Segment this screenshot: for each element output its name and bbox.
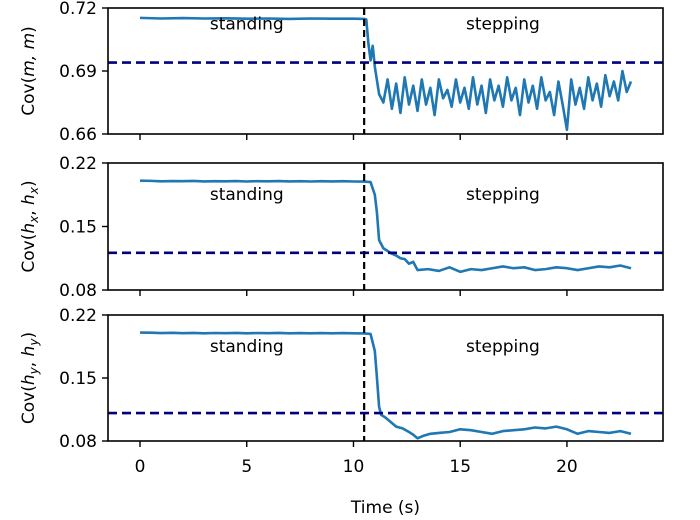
x-tick-label-5: 20 bbox=[556, 457, 578, 477]
x-tick-label-4: 15 bbox=[449, 457, 471, 477]
annotation-standing-2: standing bbox=[210, 185, 284, 205]
y-title-close: ) bbox=[19, 332, 39, 339]
annotation-stepping-3: stepping bbox=[466, 337, 540, 357]
y-axis-title-3: Cov(hy, hy) bbox=[19, 332, 41, 424]
axes-frame-1 bbox=[107, 7, 664, 135]
y-title-arg2: h bbox=[19, 194, 39, 205]
y-title-prefix: Cov( bbox=[19, 385, 39, 424]
y-tick-label-2-1: 0.08 bbox=[59, 281, 97, 301]
x-tick-label-1: 0 bbox=[135, 457, 146, 477]
x-axis-title: Time (s) bbox=[350, 498, 420, 518]
y-title-prefix: Cov( bbox=[19, 77, 39, 116]
y-tick-label-3-3: 0.22 bbox=[59, 306, 97, 326]
y-title-close: ) bbox=[19, 180, 39, 187]
annotation-stepping-1: stepping bbox=[466, 15, 540, 35]
series-line-2-1 bbox=[139, 179, 632, 274]
y-title-sep: , bbox=[19, 205, 39, 216]
panel-3: standing stepping 0.08 0.15 0.22 0 5 10 15 20 Cov(… bbox=[19, 306, 664, 477]
y-axis-title-2: Cov(hx, hx) bbox=[19, 180, 41, 272]
annotation-stepping-2: stepping bbox=[466, 185, 540, 205]
annotation-standing-3: standing bbox=[210, 337, 284, 357]
y-title-arg: h bbox=[19, 223, 39, 234]
series-line-3-1 bbox=[139, 331, 632, 440]
y-title-prefix: Cov( bbox=[19, 234, 39, 273]
y-tick-label-1-2: 0.69 bbox=[59, 62, 97, 82]
y-axis-title-1: Cov(m, m) bbox=[19, 26, 39, 116]
panel-1: standing stepping 0.66 0.69 0.72 Cov(m, m) bbox=[19, 0, 664, 145]
y-title-close: ) bbox=[19, 26, 39, 33]
y-tick-label-3-2: 0.15 bbox=[59, 369, 97, 389]
y-tick-label-2-2: 0.15 bbox=[59, 218, 97, 238]
x-tick-label-3: 10 bbox=[343, 457, 365, 477]
y-tick-label-1-3: 0.72 bbox=[59, 0, 97, 19]
x-tick-label-2: 5 bbox=[241, 457, 252, 477]
y-title-arg: h bbox=[19, 374, 39, 385]
y-title-sub: x bbox=[27, 215, 41, 224]
y-title-sub: y bbox=[27, 366, 41, 375]
y-title-arg2: h bbox=[19, 346, 39, 357]
y-title-sub2: x bbox=[27, 186, 41, 195]
series-line-1-1 bbox=[139, 16, 633, 132]
y-tick-label-2-3: 0.22 bbox=[59, 154, 97, 174]
y-tick-label-1-1: 0.66 bbox=[59, 125, 97, 145]
y-title-sub2: y bbox=[27, 338, 41, 347]
y-tick-label-3-1: 0.08 bbox=[59, 432, 97, 452]
y-title-arg: m, m bbox=[19, 33, 39, 77]
y-title-sep: , bbox=[19, 356, 39, 367]
annotation-standing-1: standing bbox=[210, 15, 284, 35]
